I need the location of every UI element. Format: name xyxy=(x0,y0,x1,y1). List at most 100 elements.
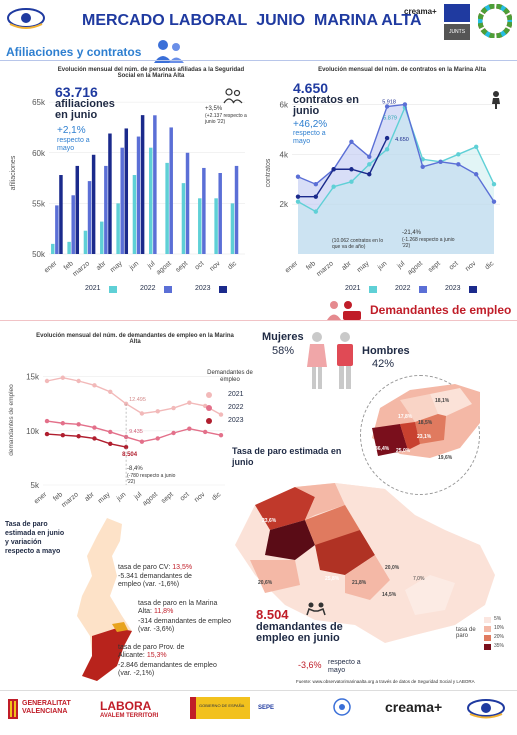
cv-line1: tasa de paro CV: 13,5% xyxy=(118,564,192,571)
affiliates-bar-2023 xyxy=(59,175,63,254)
demand-ytick: 15k xyxy=(26,373,40,382)
demand-xtick: feb xyxy=(52,491,64,503)
affiliates-xtick: ener xyxy=(43,260,59,275)
legend-swatch-2021 xyxy=(109,286,117,293)
demand-xtick: oct xyxy=(179,491,191,502)
affiliates-bar-2021 xyxy=(198,198,202,254)
demand-point-2023 xyxy=(123,444,129,450)
affiliates-bar-2021 xyxy=(214,198,218,254)
demand-panel: Evolución mensual del núm. de demandante… xyxy=(5,330,255,510)
contracts-point-2023 xyxy=(331,167,336,172)
contracts-point-2021 xyxy=(456,152,461,157)
contracts-change-label: respecto a mayo xyxy=(293,130,326,145)
legend-swatch-2022 xyxy=(419,286,427,293)
affiliates-bar-2021 xyxy=(149,147,153,254)
affiliates-bar-2022 xyxy=(202,167,206,254)
demand-legend-label-2023: 2023 xyxy=(228,417,244,424)
affiliates-big-value: 63.716 xyxy=(55,84,98,100)
demand-change: -8,4% xyxy=(127,466,143,472)
man-figure-icon xyxy=(334,331,356,391)
section-title-demand: Demandantes de empleo xyxy=(370,303,512,317)
affiliates-bar-2021 xyxy=(116,203,120,254)
contracts-point-2021 xyxy=(313,209,319,214)
contracts-ylabel: contratos xyxy=(265,158,272,187)
affiliates-xtick: feb xyxy=(63,260,75,272)
affiliates-bar-2022 xyxy=(104,165,108,254)
cv-line2: -5.341 demandantes de empleo (var. -1,6%… xyxy=(118,573,192,588)
demand-legend-label-2021: 2021 xyxy=(228,391,244,398)
zoom-map-detail xyxy=(372,384,480,458)
demand-point-2023 xyxy=(44,431,50,437)
contracts-label-5918: 5.918 xyxy=(382,100,396,106)
affiliates-xtick: jun xyxy=(128,260,141,272)
contracts-change: +46,2% xyxy=(293,119,328,130)
affiliates-xtick: may xyxy=(109,260,124,274)
map-label-20-6: 20,6% xyxy=(258,580,273,586)
contracts-xtick: marzo xyxy=(316,260,335,278)
source-note: Fuente: www.observatorimarinaalta.org a … xyxy=(296,679,475,684)
contracts-point-2023 xyxy=(295,194,301,199)
affiliates-bar-2022 xyxy=(153,115,157,254)
demand-xtick: sept xyxy=(160,491,175,505)
contracts-xtick: jun xyxy=(376,260,389,272)
contracts-label-4650: 4.650 xyxy=(395,137,409,143)
contracts-xtick: may xyxy=(356,260,371,274)
legend-swatch-2023 xyxy=(219,286,227,293)
contracts-point-2022 xyxy=(313,182,319,187)
contracts-xtick: jul xyxy=(396,260,407,271)
contracts-xtick: dic xyxy=(484,260,496,271)
demand-point-2021 xyxy=(139,411,145,416)
al-label: tasa de paro Prov. de Alicante: xyxy=(118,644,185,659)
contracts-chart: 6k 4k 2k contratos 5.918 5.879 4.650 ener febmar… xyxy=(265,100,500,278)
section-title-affiliations: Afiliaciones y contratos xyxy=(6,45,142,59)
affiliates-legend: 2021 2022 2023 xyxy=(85,285,255,295)
map-label-23-6: 23,6% xyxy=(262,518,277,524)
creama-footer-logo: creama+ xyxy=(385,699,443,715)
demand-point-2021 xyxy=(92,383,97,388)
contracts-point-2023 xyxy=(349,167,354,172)
ministry-label: GOBIERNO DE ESPAÑA xyxy=(199,703,245,708)
affiliates-ytick: 65k xyxy=(32,98,46,107)
worker-icon xyxy=(488,90,504,110)
demand-line-2023 xyxy=(46,433,127,448)
contracts-xtick: abr xyxy=(340,260,353,272)
demand-point-2021 xyxy=(60,375,66,380)
contracts-point-2022 xyxy=(473,172,479,177)
page-title: MERCADO LABORAL JUNIO MARINA ALTA xyxy=(82,12,422,29)
demand-legend-dot-2021 xyxy=(206,392,212,398)
gv-logo-icon xyxy=(8,699,18,719)
demand-point-2022 xyxy=(92,425,97,430)
bottom-stat-label: demandantes de empleo en junio xyxy=(256,621,343,644)
logo-creama-header: creama+ xyxy=(404,7,437,16)
contracts-point-2022 xyxy=(367,154,372,159)
affiliates-bar-2021 xyxy=(51,243,55,254)
footer: GENERALITAT VALENCIANA LABORA AVALEM TER… xyxy=(0,690,517,735)
bottom-stat-change-label: respecto a mayo xyxy=(328,659,361,674)
affiliates-xtick: oct xyxy=(194,260,206,271)
affiliates-xtick: abr xyxy=(95,260,108,272)
demand-label-8504: 8.504 xyxy=(122,452,138,458)
affiliates-chart-title: Evolución mensual del núm. de personas a… xyxy=(57,67,245,79)
contracts-xtick: feb xyxy=(305,260,317,272)
map-legend-35: 35% xyxy=(494,643,505,649)
zoom-label-23-1: 23,1% xyxy=(417,434,432,440)
legend-label-2021: 2021 xyxy=(85,285,101,292)
divider-blue xyxy=(0,60,517,61)
map-legend-swatch-35 xyxy=(484,644,491,650)
marina-alta-map xyxy=(235,483,495,643)
contracts-area-2021 xyxy=(298,107,494,254)
contracts-xtick: oct xyxy=(448,260,460,271)
affiliates-bar-2021 xyxy=(165,162,169,254)
affiliates-xtick: nov xyxy=(209,260,223,273)
bottom-stat-value: 8.504 xyxy=(256,607,289,622)
demand-label-9435: 9.435 xyxy=(129,429,143,435)
contracts-xtick: agost xyxy=(406,260,424,276)
contracts-point-2022 xyxy=(420,164,425,169)
women-pct: 58% xyxy=(272,345,295,357)
legend-label-2021: 2021 xyxy=(345,285,361,292)
job-seekers-icon xyxy=(324,298,364,322)
demand-point-2021 xyxy=(44,378,50,384)
contracts-yoy: -21,4% xyxy=(402,230,422,236)
divider-red xyxy=(0,320,517,321)
